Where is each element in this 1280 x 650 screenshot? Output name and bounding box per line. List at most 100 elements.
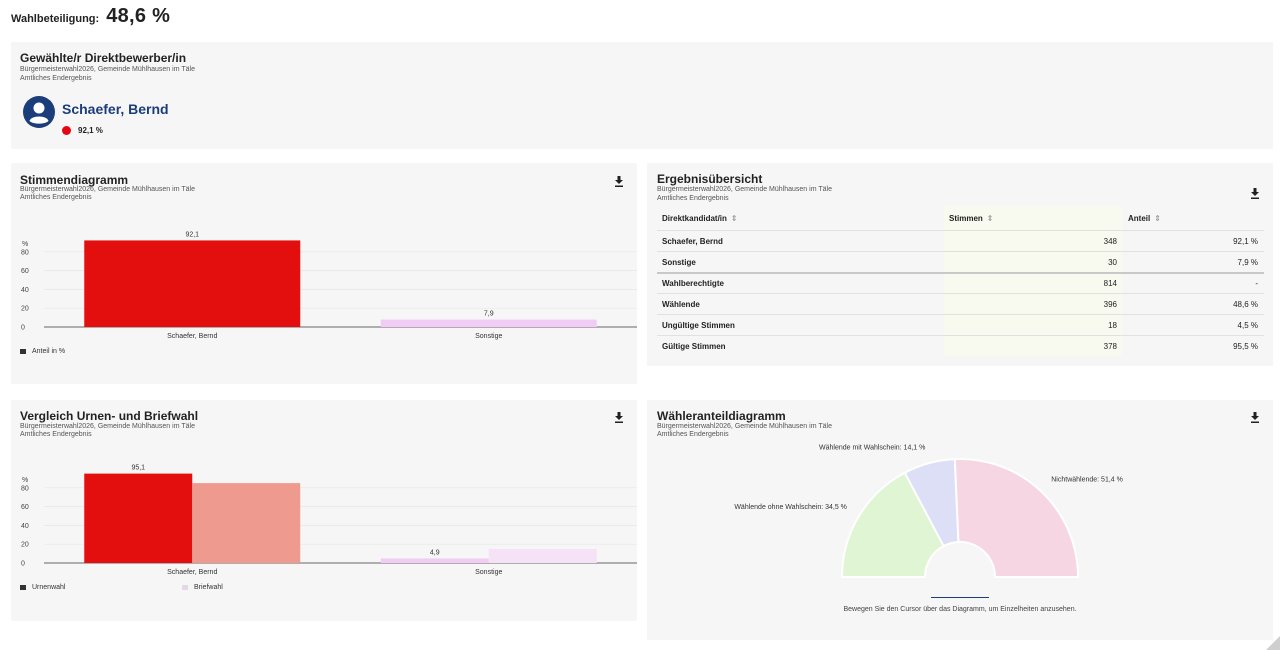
data-label: 95,1	[131, 465, 145, 472]
y-tick-label: 60	[21, 504, 29, 511]
compare-chart-subtitle: Bürgermeisterwahl2026, Gemeinde Mühlhaus…	[20, 423, 195, 430]
y-tick-label: 40	[21, 523, 29, 530]
voter-chart-subtitle: Bürgermeisterwahl2026, Gemeinde Mühlhaus…	[657, 423, 832, 430]
cell-votes: 814	[944, 274, 1122, 293]
cell-votes: 396	[944, 294, 1122, 314]
legend-swatch	[20, 585, 26, 590]
bar	[488, 548, 597, 563]
table-row: Wählende 396 48,6 %	[657, 293, 1264, 314]
slice-label: Nichtwählende: 51,4 %	[1051, 477, 1123, 484]
y-tick-label: 20	[21, 542, 29, 549]
cell-name: Schaefer, Bernd	[662, 236, 723, 246]
results-table: Direktkandidat/in ⇕ Stimmen ⇕ Anteil ⇕ Scha…	[657, 206, 1264, 356]
chart-hint-text: Bewegen Sie den Cursor über das Diagramm…	[843, 606, 1077, 613]
table-row: Gültige Stimmen 378 95,5 %	[657, 335, 1264, 356]
legend-swatch	[20, 349, 26, 354]
y-axis-unit: %	[22, 241, 28, 248]
bar	[84, 473, 193, 563]
winner-percent: 92,1 %	[78, 126, 103, 135]
data-label: 4,9	[430, 549, 440, 556]
cell-votes: 18	[944, 315, 1122, 335]
data-label: 7,9	[484, 311, 494, 318]
cell-share: 95,5 %	[1233, 341, 1258, 351]
cell-name: Wählende	[662, 299, 700, 309]
compare-chart-status: Amtliches Endergebnis	[20, 431, 92, 438]
legend-label: Briefwahl	[194, 584, 223, 591]
winner-card-status: Amtliches Endergebnis	[20, 75, 92, 82]
pie-slice	[953, 458, 1080, 578]
votes-bar-chart: 0 20 40 60 80% 92,1 Schaefer, Bernd 7,9 Sonstige	[21, 231, 637, 340]
winner-card	[11, 42, 1273, 149]
cell-name: Wahlberechtigte	[662, 279, 724, 288]
download-icon[interactable]	[1250, 188, 1260, 199]
y-tick-label: 80	[21, 485, 29, 492]
results-table-status: Amtliches Endergebnis	[657, 195, 729, 202]
cell-name: Sonstige	[662, 257, 696, 267]
legend-label: Anteil in %	[32, 348, 66, 355]
x-tick-label: Schaefer, Bernd	[167, 569, 217, 576]
x-tick-label: Sonstige	[475, 333, 502, 340]
cell-votes: 30	[944, 252, 1122, 272]
table-row: Ungültige Stimmen 18 4,5 %	[657, 314, 1264, 335]
cell-share: 7,9 %	[1237, 257, 1258, 267]
winner-card-title: Gewählte/r Direktbewerber/in	[20, 51, 187, 65]
slice-label: Wählende mit Wahlschein: 14,1 %	[819, 445, 925, 452]
winner-name: Schaefer, Bernd	[62, 101, 169, 117]
table-row: Sonstige 30 7,9 %	[657, 251, 1264, 272]
column-header-votes[interactable]: Stimmen ⇕	[944, 206, 1122, 230]
bar	[380, 558, 489, 563]
results-table-title: Ergebnisübersicht	[657, 172, 763, 186]
table-row: Wahlberechtigte 814 -	[657, 272, 1264, 293]
y-axis-unit: %	[22, 477, 28, 484]
table-row: Schaefer, Bernd 348 92,1 %	[657, 230, 1264, 251]
compare-bar-chart: 0 20 40 60 80% 95,1 Schaefer, Bernd 4,9 Sonstige	[21, 465, 637, 576]
compare-legend-brief: Briefwahl	[182, 584, 223, 591]
votes-chart-status: Amtliches Endergebnis	[20, 194, 92, 201]
y-tick-label: 0	[21, 561, 25, 568]
votes-chart-legend: Anteil in %	[20, 348, 65, 355]
cell-votes: 348	[944, 231, 1122, 251]
voter-half-donut-chart[interactable]: Wählende ohne Wahlschein: 34,5 % Wählende…	[647, 440, 1273, 590]
votes-chart-subtitle: Bürgermeisterwahl2026, Gemeinde Mühlhaus…	[20, 186, 195, 193]
column-header-share[interactable]: Anteil ⇕	[1128, 213, 1161, 223]
cell-name: Gültige Stimmen	[662, 341, 726, 351]
y-tick-label: 40	[21, 287, 29, 294]
table-header-row: Direktkandidat/in ⇕ Stimmen ⇕ Anteil ⇕	[657, 206, 1264, 230]
votes-chart-title: Stimmendiagramm	[20, 173, 129, 187]
bar	[380, 319, 597, 327]
sort-icon: ⇕	[730, 213, 738, 223]
voter-chart-title: Wähleranteildiagramm	[657, 409, 786, 423]
results-table-subtitle: Bürgermeisterwahl2026, Gemeinde Mühlhaus…	[657, 186, 832, 193]
y-tick-label: 80	[21, 249, 29, 256]
sort-icon: ⇕	[1154, 213, 1161, 223]
turnout-label: Wahlbeteiligung:	[11, 13, 100, 25]
download-icon[interactable]	[614, 176, 624, 187]
y-tick-label: 0	[21, 325, 25, 332]
slice-label: Wählende ohne Wahlschein: 34,5 %	[734, 504, 847, 511]
cell-share: 4,5 %	[1237, 320, 1258, 330]
user-avatar-icon	[23, 96, 55, 128]
compare-legend-urne: Urnenwahl	[20, 584, 65, 591]
x-tick-label: Sonstige	[475, 569, 502, 576]
legend-swatch	[182, 585, 188, 590]
resize-handle-icon[interactable]	[1266, 636, 1280, 650]
winner-card-subtitle: Bürgermeisterwahl2026, Gemeinde Mühlhaus…	[20, 66, 195, 73]
cell-share: -	[1255, 279, 1258, 288]
x-tick-label: Schaefer, Bernd	[167, 333, 217, 340]
cell-name: Ungültige Stimmen	[662, 320, 735, 330]
compare-chart-title: Vergleich Urnen- und Briefwahl	[20, 409, 199, 423]
winner-color-dot	[62, 126, 71, 135]
download-icon[interactable]	[614, 412, 624, 423]
data-label: 92,1	[185, 231, 199, 238]
voter-chart-status: Amtliches Endergebnis	[657, 431, 729, 438]
cell-share: 92,1 %	[1233, 236, 1258, 246]
hint-divider	[931, 597, 989, 598]
legend-label: Urnenwahl	[32, 584, 66, 591]
turnout-header: Wahlbeteiligung: 48,6 %	[11, 5, 170, 28]
bar	[192, 483, 301, 563]
download-icon[interactable]	[1250, 412, 1260, 423]
sort-icon: ⇕	[986, 213, 994, 223]
turnout-value: 48,6 %	[106, 5, 171, 27]
cell-share: 48,6 %	[1233, 299, 1258, 309]
column-header-candidate[interactable]: Direktkandidat/in ⇕	[662, 213, 738, 223]
